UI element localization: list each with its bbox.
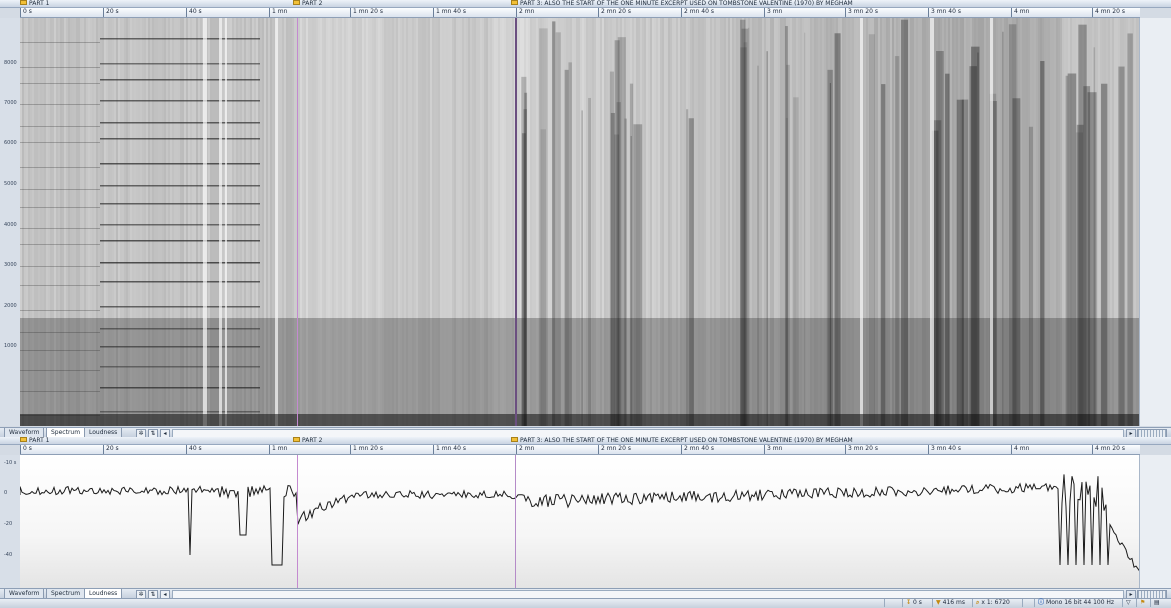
freq-label: 1000 (4, 343, 17, 349)
marker-part3[interactable]: PART 3: ALSO THE START OF THE ONE MINUTE… (511, 437, 853, 444)
right-scale (1139, 18, 1171, 426)
status-blank (1022, 599, 1035, 607)
ruler-tick: 40 s (186, 445, 202, 454)
freq-label: 2000 (4, 303, 17, 309)
ruler-tick: 3 mn (764, 445, 782, 454)
ruler-tick: 4 mn (1011, 8, 1029, 17)
marker-flag-icon (293, 437, 300, 442)
marker-part2[interactable]: PART 2 (293, 0, 322, 7)
ruler-tick: 2 mn (516, 8, 534, 17)
freq-label: 8000 (4, 60, 17, 66)
loudness-label: 0 (4, 490, 8, 496)
time-ruler[interactable]: 0 s 20 s 40 s 1 mn 1 mn 20 s 1 mn 40 s 2… (20, 8, 1140, 18)
freq-label: 7000 (4, 100, 17, 106)
freq-label: 5000 (4, 181, 17, 187)
marker-part2[interactable]: PART 2 (293, 437, 322, 444)
marker-part1[interactable]: PART 1 (20, 437, 49, 444)
marker-part3[interactable]: PART 3: ALSO THE START OF THE ONE MINUTE… (511, 0, 853, 7)
marker-line-part2 (297, 455, 298, 589)
marker-strip: PART 1 PART 2 PART 3: ALSO THE START OF … (0, 437, 1171, 445)
ruler-tick: 4 mn 20 s (1092, 445, 1125, 454)
ruler-tick: 20 s (103, 445, 119, 454)
loudness-graph (20, 474, 1140, 572)
frequency-scale: 8000 7000 6000 5000 4000 3000 2000 1000 (0, 18, 21, 426)
ruler-tick: 2 mn 20 s (598, 445, 631, 454)
freq-label: 6000 (4, 140, 17, 146)
loudness-scale: -10 s 0 -20 -40 (0, 455, 21, 589)
ruler-tick: 4 mn (1011, 445, 1029, 454)
settings-icon[interactable]: ▤ (1150, 599, 1164, 607)
status-blank (884, 599, 901, 607)
ruler-tick: 1 mn (269, 445, 287, 454)
ruler-tick: 1 mn 40 s (433, 445, 466, 454)
selection-icon: ▼ (936, 599, 941, 606)
freq-label: 3000 (4, 262, 17, 268)
ruler-tick: 3 mn 20 s (845, 8, 878, 17)
loudness-pane: PART 1 PART 2 PART 3: ALSO THE START OF … (0, 437, 1171, 599)
ruler-tick: 0 s (20, 445, 32, 454)
right-scale (1139, 455, 1171, 589)
ruler-tick: 2 mn (516, 445, 534, 454)
cursor-position: ↧ 0 s (902, 599, 925, 607)
ruler-tick: 3 mn 40 s (928, 8, 961, 17)
marker-flag-icon (293, 0, 300, 5)
marker-part1[interactable]: PART 1 (20, 0, 49, 7)
ruler-tick: 1 mn (269, 8, 287, 17)
loudness-label: -10 s (4, 460, 17, 466)
marker-flag-icon (511, 437, 518, 442)
ruler-tick: 3 mn (764, 8, 782, 17)
spectrogram-graphic (20, 18, 1140, 426)
marker-flag-icon (20, 437, 27, 442)
marker-line-part3 (515, 18, 517, 426)
time-ruler[interactable]: 0 s 20 s 40 s 1 mn 1 mn 20 s 1 mn 40 s 2… (20, 445, 1140, 455)
ruler-tick: 1 mn 40 s (433, 8, 466, 17)
filter-icon[interactable]: ▽ (1122, 599, 1136, 607)
loudness-label: -40 (4, 552, 13, 558)
loudness-view[interactable] (20, 455, 1140, 589)
ruler-tick: 2 mn 40 s (681, 8, 714, 17)
spectrogram-view[interactable] (20, 18, 1140, 426)
audio-format[interactable]: ⓘ Mono 16 bit 44 100 Hz (1034, 599, 1117, 607)
ruler-tick: 2 mn 20 s (598, 8, 631, 17)
ruler-tick: 20 s (103, 8, 119, 17)
ruler-tick: 3 mn 40 s (928, 445, 961, 454)
ruler-tick: 0 s (20, 8, 32, 17)
marker-line-part2 (297, 18, 298, 426)
ruler-icon: ↧ (906, 599, 912, 606)
zoom-level: ⌕ x 1: 6720 (972, 599, 1013, 607)
marker-flag-icon[interactable]: ⚑ (1136, 599, 1150, 607)
view-tabbar-top: Waveform Spectrum Loudness ✲ ⇅ ◂ ▸ (0, 427, 1171, 438)
selection-length: ▼ 416 ms (932, 599, 968, 607)
freq-label: 4000 (4, 222, 17, 228)
ruler-tick: 40 s (186, 8, 202, 17)
ruler-tick: 4 mn 20 s (1092, 8, 1125, 17)
marker-strip: PART 1 PART 2 PART 3: ALSO THE START OF … (0, 0, 1171, 8)
ruler-tick: 3 mn 20 s (845, 445, 878, 454)
ruler-tick: 2 mn 40 s (681, 445, 714, 454)
marker-line-part3 (515, 455, 516, 589)
marker-flag-icon (511, 0, 518, 5)
loudness-label: -20 (4, 521, 13, 527)
info-icon: ⓘ (1038, 599, 1045, 606)
ruler-tick: 1 mn 20 s (350, 8, 383, 17)
spectrum-pane: PART 1 PART 2 PART 3: ALSO THE START OF … (0, 0, 1171, 438)
ruler-tick: 1 mn 20 s (350, 445, 383, 454)
marker-flag-icon (20, 0, 27, 5)
status-bar: ↧ 0 s ▼ 416 ms ⌕ x 1: 6720 ⓘ Mono 16 bit 44 … (0, 598, 1171, 608)
zoom-icon: ⌕ (976, 599, 980, 606)
